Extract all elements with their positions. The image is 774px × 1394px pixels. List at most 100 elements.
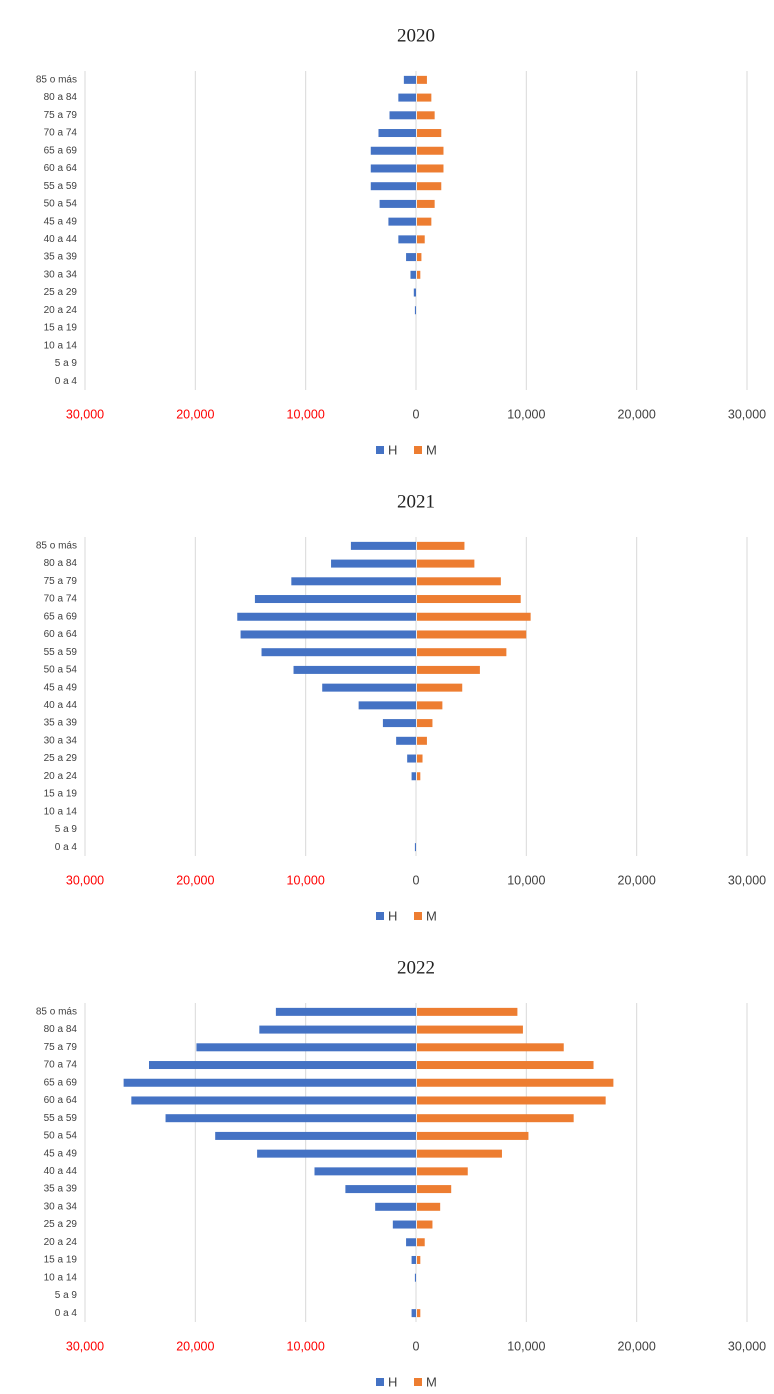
bar — [293, 665, 416, 674]
x-tick-label: 0 — [413, 407, 420, 421]
bar — [148, 1061, 416, 1070]
category-label: 65 a 69 — [44, 611, 78, 622]
bar — [417, 683, 463, 692]
x-tick-label: 10,000 — [287, 873, 325, 887]
bar — [398, 235, 416, 244]
bar — [388, 217, 416, 226]
x-tick-label: 30,000 — [728, 407, 766, 421]
x-tick-label: 30,000 — [66, 873, 104, 887]
category-label: 15 a 19 — [44, 323, 78, 334]
bar — [417, 1220, 433, 1229]
bar — [392, 1220, 416, 1229]
category-label: 75 a 79 — [44, 576, 78, 587]
category-label: 45 a 49 — [44, 682, 78, 693]
bar — [257, 1149, 416, 1158]
bar — [396, 736, 416, 745]
category-label: 65 a 69 — [44, 1077, 78, 1088]
category-label: 10 a 14 — [44, 806, 78, 817]
category-label: 35 a 39 — [44, 718, 78, 729]
bar — [417, 754, 423, 763]
x-tick-label: 20,000 — [618, 873, 656, 887]
category-label: 35 a 39 — [44, 252, 78, 263]
x-tick-label: 20,000 — [176, 1339, 214, 1353]
bar — [411, 772, 416, 781]
category-label: 30 a 34 — [44, 1201, 78, 1212]
category-label: 75 a 79 — [44, 1042, 78, 1053]
bar — [417, 182, 442, 191]
x-tick-label: 10,000 — [507, 407, 545, 421]
legend-label: M — [426, 1374, 437, 1389]
category-label: 45 a 49 — [44, 216, 78, 227]
category-label: 25 a 29 — [44, 753, 78, 764]
bar — [417, 1078, 614, 1087]
category-label: 85 o más — [36, 541, 77, 552]
bar — [417, 1238, 425, 1247]
x-tick-label: 30,000 — [66, 1339, 104, 1353]
category-label: 15 a 19 — [44, 789, 78, 800]
bar — [411, 1255, 416, 1264]
bar — [417, 559, 475, 568]
chart-title: 2022 — [397, 957, 435, 978]
bar — [417, 146, 444, 155]
bar — [417, 719, 433, 728]
bar — [375, 1202, 416, 1211]
category-label: 35 a 39 — [44, 1184, 78, 1195]
category-label: 5 a 9 — [55, 824, 78, 835]
category-label: 85 o más — [36, 75, 77, 86]
category-label: 10 a 14 — [44, 340, 78, 351]
bar — [350, 541, 416, 550]
bar — [417, 235, 425, 244]
category-label: 85 o más — [36, 1007, 77, 1018]
category-label: 15 a 19 — [44, 1255, 78, 1266]
bar — [417, 612, 531, 621]
bar — [314, 1167, 416, 1176]
legend-swatch — [414, 912, 422, 920]
legend-label: M — [426, 908, 437, 923]
x-tick-label: 10,000 — [507, 1339, 545, 1353]
x-tick-label: 20,000 — [176, 873, 214, 887]
bar — [417, 1114, 574, 1123]
category-label: 25 a 29 — [44, 1219, 78, 1230]
bar — [417, 111, 435, 120]
bar — [410, 270, 416, 279]
bar — [417, 129, 442, 138]
bar — [275, 1007, 416, 1016]
category-label: 0 a 4 — [55, 842, 78, 853]
bar — [196, 1043, 416, 1052]
bar — [417, 253, 422, 262]
bar — [417, 772, 421, 781]
bar — [417, 1007, 518, 1016]
bar — [406, 1238, 416, 1247]
legend-swatch — [376, 446, 384, 454]
bar — [411, 1309, 416, 1318]
legend-label: M — [426, 442, 437, 457]
bar — [414, 306, 416, 315]
bar — [417, 1202, 441, 1211]
bar — [261, 648, 416, 657]
category-label: 60 a 64 — [44, 629, 78, 640]
category-label: 40 a 44 — [44, 234, 78, 245]
legend-label: H — [388, 1374, 397, 1389]
x-tick-label: 30,000 — [66, 407, 104, 421]
legend-swatch — [414, 446, 422, 454]
category-label: 70 a 74 — [44, 128, 78, 139]
legend-swatch — [414, 1378, 422, 1386]
category-label: 50 a 54 — [44, 1131, 78, 1142]
bar — [417, 217, 432, 226]
category-label: 55 a 59 — [44, 181, 78, 192]
bar — [240, 630, 416, 639]
bar — [389, 111, 416, 120]
bar — [370, 182, 416, 191]
chart-title: 2021 — [397, 491, 435, 512]
category-label: 60 a 64 — [44, 1095, 78, 1106]
category-label: 50 a 54 — [44, 199, 78, 210]
category-label: 70 a 74 — [44, 1060, 78, 1071]
category-label: 70 a 74 — [44, 594, 78, 605]
category-label: 5 a 9 — [55, 1290, 78, 1301]
bar — [417, 1131, 529, 1140]
bar — [417, 1043, 564, 1052]
x-tick-label: 10,000 — [507, 873, 545, 887]
category-label: 55 a 59 — [44, 647, 78, 658]
bar — [417, 541, 465, 550]
bar — [370, 146, 416, 155]
